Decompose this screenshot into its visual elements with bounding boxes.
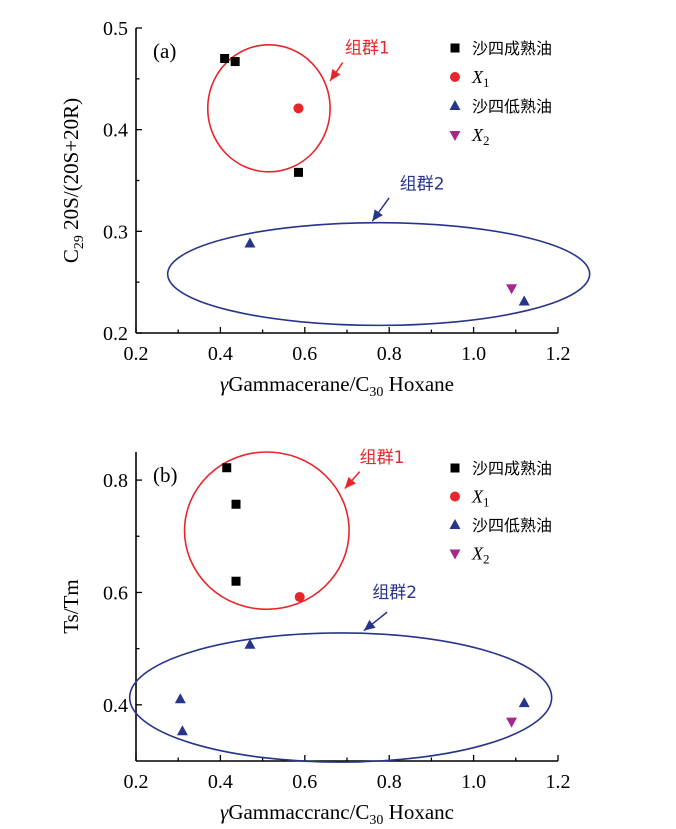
data-point bbox=[222, 463, 232, 473]
y-axis-label: C29 20S/(20S+20R) bbox=[59, 98, 87, 263]
data-point bbox=[293, 167, 303, 177]
legend-marker bbox=[449, 549, 461, 560]
group-arrow-head bbox=[330, 68, 341, 81]
y-tick-label: 0.5 bbox=[103, 18, 128, 40]
legend-label: 沙四成熟油 bbox=[472, 39, 552, 58]
x-tick-label: 1.0 bbox=[461, 771, 486, 793]
data-point bbox=[518, 295, 530, 306]
panel-label: (a) bbox=[153, 39, 176, 63]
x-tick-label: 1.2 bbox=[546, 343, 571, 365]
legend-label: X2 bbox=[471, 544, 490, 567]
x-axis-label: γGammacerane/C30 Hoxane bbox=[220, 372, 454, 400]
group-ellipse bbox=[128, 632, 553, 763]
y-tick-label: 0.2 bbox=[103, 323, 128, 345]
data-point bbox=[294, 591, 305, 602]
group-label: 组群2 bbox=[400, 175, 445, 195]
legend-marker bbox=[450, 72, 460, 82]
legend-marker bbox=[449, 131, 461, 141]
chart-panel-a: 0.2 0.4 0.6 0.8 1.0 1.2 0.2 0.3 0.4 0.5 γGammacera… bbox=[59, 18, 591, 400]
legend-label: 沙四成熟油 bbox=[472, 459, 552, 478]
data-point bbox=[174, 693, 186, 704]
legend-marker bbox=[449, 100, 461, 110]
y-tick-label: 0.6 bbox=[103, 582, 128, 604]
data-point bbox=[506, 284, 518, 295]
data-point bbox=[244, 237, 256, 248]
group-arrow-head bbox=[344, 476, 356, 489]
group-ellipse bbox=[166, 221, 591, 327]
legend-label: X2 bbox=[471, 125, 490, 148]
x-tick-label: 0.4 bbox=[208, 771, 233, 793]
data-point bbox=[244, 638, 256, 649]
x-tick-label: 0.4 bbox=[208, 343, 233, 365]
legend-label: 沙四低熟油 bbox=[472, 97, 552, 116]
y-tick-label: 0.4 bbox=[103, 120, 128, 142]
group-label: 组群2 bbox=[372, 583, 417, 603]
y-tick-label: 0.4 bbox=[103, 695, 128, 717]
data-point bbox=[293, 103, 304, 114]
legend-marker bbox=[450, 43, 460, 53]
x-tick-label: 0.2 bbox=[124, 771, 149, 793]
y-tick-label: 0.8 bbox=[103, 470, 128, 492]
x-tick-label: 0.6 bbox=[292, 343, 317, 365]
legend-marker bbox=[450, 491, 460, 502]
x-tick-label: 1.2 bbox=[546, 771, 571, 793]
x-axis-label: γGammaccranc/C30 Hoxanc bbox=[220, 800, 454, 828]
x-tick-label: 0.2 bbox=[124, 343, 149, 365]
x-tick-label: 0.8 bbox=[377, 771, 402, 793]
legend-marker bbox=[450, 463, 460, 473]
panel-label: (b) bbox=[153, 463, 178, 487]
x-tick-label: 0.6 bbox=[292, 771, 317, 793]
group-ellipse bbox=[206, 43, 331, 173]
group-ellipse bbox=[183, 451, 350, 611]
legend-marker bbox=[449, 519, 461, 529]
legend-label: X1 bbox=[471, 487, 490, 510]
data-point bbox=[176, 725, 188, 736]
group-label: 组群1 bbox=[345, 38, 390, 58]
data-point bbox=[518, 697, 530, 708]
group-arrow-head bbox=[372, 209, 383, 222]
y-axis-label: Ts/Tm bbox=[59, 579, 83, 634]
y-tick-label: 0.3 bbox=[103, 221, 128, 243]
data-point bbox=[220, 54, 230, 63]
data-point bbox=[230, 57, 240, 67]
data-point bbox=[231, 499, 241, 509]
group-label: 组群1 bbox=[360, 448, 405, 468]
legend-label: 沙四低熟油 bbox=[472, 516, 552, 535]
group-arrow-head bbox=[363, 619, 376, 631]
x-tick-label: 0.8 bbox=[377, 343, 402, 365]
data-point bbox=[231, 576, 241, 586]
chart-panel-b: 0.2 0.4 0.6 0.8 1.0 1.2 0.4 0.6 0.8 γGammaccranc/… bbox=[59, 448, 571, 828]
legend-label: X1 bbox=[471, 67, 490, 90]
data-point bbox=[506, 717, 518, 728]
x-tick-label: 1.0 bbox=[461, 343, 486, 365]
